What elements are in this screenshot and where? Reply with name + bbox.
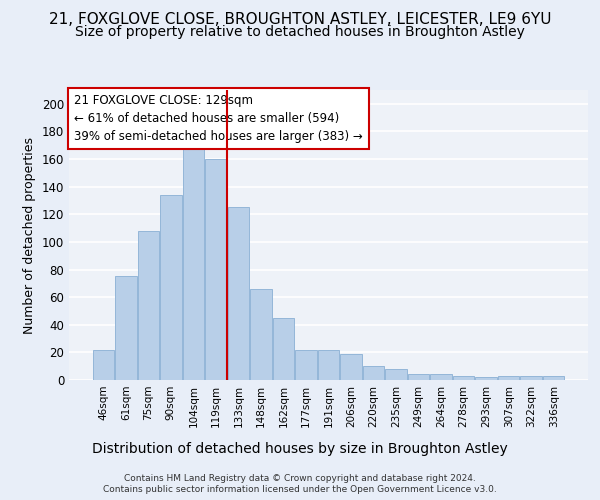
Bar xyxy=(250,289,272,380)
Bar xyxy=(92,350,114,380)
Text: Size of property relative to detached houses in Broughton Astley: Size of property relative to detached ho… xyxy=(75,25,525,39)
Text: Contains HM Land Registry data © Crown copyright and database right 2024.: Contains HM Land Registry data © Crown c… xyxy=(124,474,476,483)
Text: 21 FOXGLOVE CLOSE: 129sqm
← 61% of detached houses are smaller (594)
39% of semi: 21 FOXGLOVE CLOSE: 129sqm ← 61% of detac… xyxy=(74,94,363,144)
Text: 21, FOXGLOVE CLOSE, BROUGHTON ASTLEY, LEICESTER, LE9 6YU: 21, FOXGLOVE CLOSE, BROUGHTON ASTLEY, LE… xyxy=(49,12,551,28)
Bar xyxy=(115,276,137,380)
Bar xyxy=(228,208,249,380)
Text: Contains public sector information licensed under the Open Government Licence v3: Contains public sector information licen… xyxy=(103,485,497,494)
Bar xyxy=(160,195,182,380)
Bar xyxy=(385,369,407,380)
Bar xyxy=(205,159,227,380)
Bar xyxy=(453,376,475,380)
Bar xyxy=(295,350,317,380)
Bar xyxy=(318,350,339,380)
Bar xyxy=(363,366,384,380)
Bar xyxy=(498,376,520,380)
Text: Distribution of detached houses by size in Broughton Astley: Distribution of detached houses by size … xyxy=(92,442,508,456)
Bar xyxy=(273,318,294,380)
Bar xyxy=(520,376,542,380)
Y-axis label: Number of detached properties: Number of detached properties xyxy=(23,136,36,334)
Bar xyxy=(430,374,452,380)
Bar xyxy=(340,354,362,380)
Bar xyxy=(137,231,159,380)
Bar xyxy=(543,376,565,380)
Bar xyxy=(182,148,204,380)
Bar xyxy=(408,374,429,380)
Bar xyxy=(475,377,497,380)
